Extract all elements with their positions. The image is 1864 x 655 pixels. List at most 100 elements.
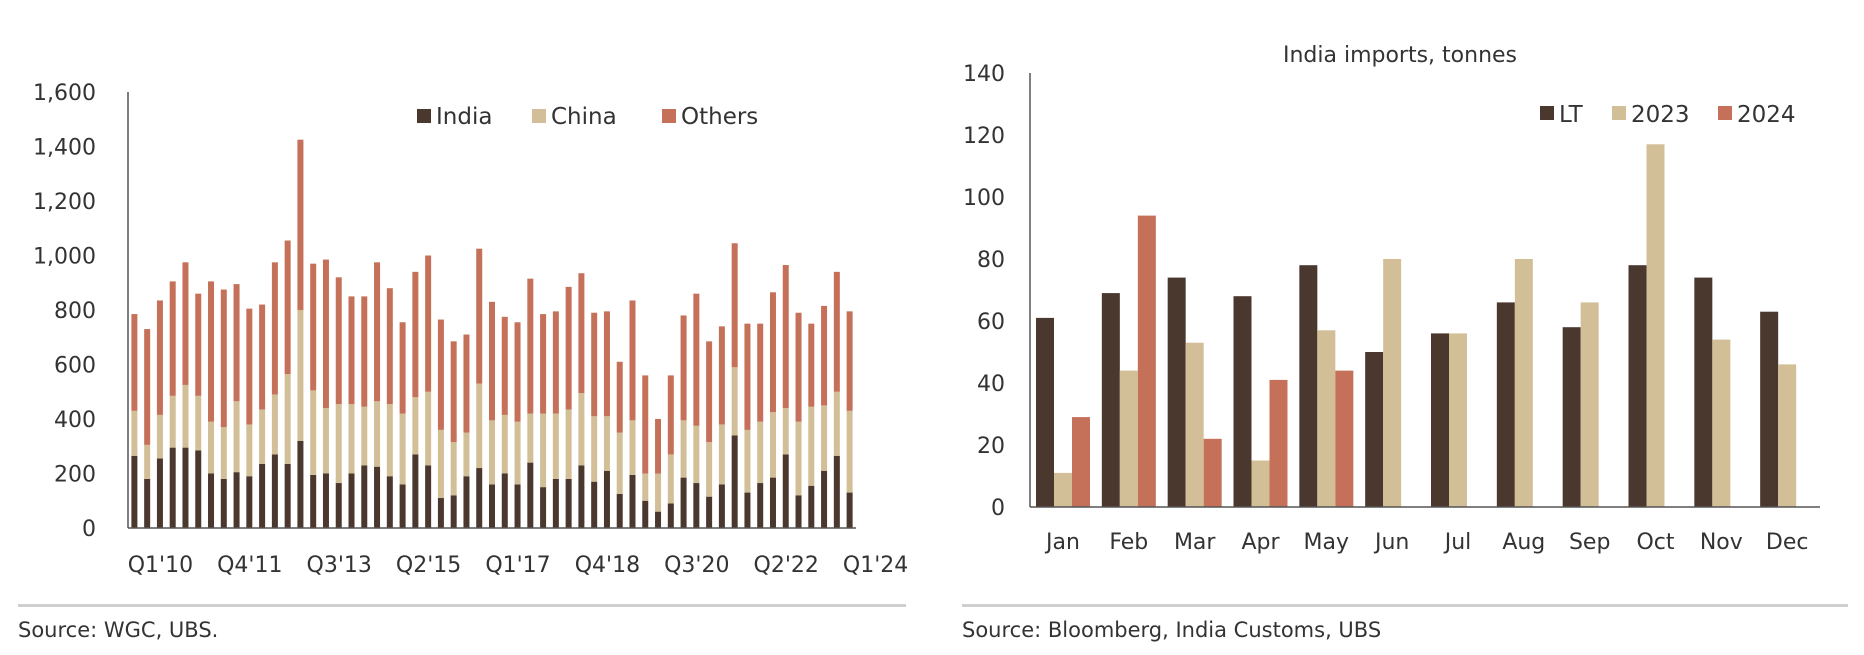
bar-2023-oct [1646,144,1665,508]
bar-lt-may [1299,265,1318,507]
bar-others-55 [833,271,840,392]
bar-india-7 [220,478,227,528]
bar-india-21 [399,484,406,528]
bar-2023-jun [1383,259,1402,507]
bar-china-34 [565,409,572,479]
bar-2023-apr [1251,460,1270,507]
bar-china-15 [322,408,329,474]
right-y-tick-label: 100 [963,186,1005,211]
bar-china-43 [680,420,687,478]
bar-others-16 [335,277,342,405]
bar-lt-mar [1167,277,1186,507]
bar-others-18 [361,296,368,407]
right-x-tick-label: Nov [1700,530,1743,555]
right-x-tick-label: Jun [1373,530,1409,555]
bar-china-29 [501,414,508,474]
bar-lt-jun [1365,352,1384,507]
bar-others-56 [846,311,853,411]
left-x-tick-label: Q4'18 [575,553,640,578]
right-x-tick-label: Jul [1443,530,1472,555]
bar-2023-sep [1580,302,1599,507]
bar-others-49 [757,323,764,422]
bar-others-53 [808,323,815,407]
bar-others-29 [501,316,508,415]
bar-india-55 [833,455,840,528]
bar-china-52 [795,421,802,496]
right-x-tick-label: Sep [1569,530,1610,555]
legend-label-china: China [551,104,617,130]
left-y-tick-label: 1,000 [33,245,96,270]
bar-others-35 [578,273,585,394]
right-y-tick-labels: 0 20 40 60 80 100 120 140 [963,62,1005,521]
legend-label-2024: 2024 [1737,102,1796,128]
bar-2023-aug [1514,259,1533,507]
bar-china-40 [642,473,649,501]
bar-india-47 [731,435,738,528]
right-x-tick-label: Mar [1174,530,1216,555]
bar-china-27 [476,383,483,469]
bar-others-3 [169,281,176,396]
bar-others-38 [616,361,623,433]
bar-china-16 [335,404,342,484]
bar-others-42 [667,375,674,455]
bar-india-54 [821,470,828,528]
bar-china-55 [833,391,840,456]
bar-china-18 [361,406,368,466]
bar-others-50 [769,292,776,413]
bar-others-5 [195,293,202,396]
bar-others-52 [795,312,802,422]
bar-india-2 [156,458,163,528]
bar-others-1 [144,329,151,445]
bar-china-30 [514,421,521,485]
bar-2023-feb [1119,370,1138,507]
bar-lt-jan [1036,317,1054,507]
bar-2024-may [1335,370,1354,507]
bar-others-26 [463,334,470,433]
bar-china-11 [271,394,278,455]
bar-india-20 [386,476,393,528]
bar-2023-jan [1054,472,1072,507]
bar-india-38 [616,493,623,528]
bar-china-46 [718,424,725,485]
bar-india-46 [718,484,725,528]
bar-others-36 [591,312,598,417]
bar-lt-dec [1760,311,1779,507]
bar-others-41 [655,419,662,474]
grouped-bars [1036,144,1797,508]
bar-others-21 [399,322,406,414]
bar-china-39 [629,420,636,475]
bar-lt-apr [1233,296,1252,507]
bar-india-31 [527,462,534,528]
bar-india-5 [195,450,202,528]
bar-india-30 [514,484,521,528]
bar-others-51 [782,265,789,409]
bar-others-2 [156,300,163,415]
bar-others-48 [744,323,751,430]
bar-lt-sep [1562,327,1581,507]
left-x-tick-label: Q4'11 [217,553,282,578]
right-x-tick-label: Jan [1044,530,1080,555]
right-y-tick-label: 60 [977,310,1005,335]
bar-china-45 [706,442,713,497]
bar-lt-nov [1694,277,1713,507]
grouped-bar-chart: India imports, tonnes 0 20 40 60 80 100 120 140… [963,43,1820,555]
bar-china-42 [667,454,674,504]
bar-china-41 [655,473,662,512]
bar-china-36 [591,416,598,482]
bar-others-43 [680,315,687,421]
bar-india-50 [769,477,776,528]
bar-china-53 [808,406,815,486]
bar-india-25 [450,495,457,528]
bar-china-24 [437,429,444,499]
bar-india-42 [667,503,674,529]
bar-china-54 [821,405,828,471]
bar-others-4 [182,262,189,385]
bar-china-10 [259,409,266,464]
bar-india-44 [693,483,700,528]
legend-label-2023: 2023 [1631,102,1690,128]
bar-india-52 [795,495,802,528]
left-y-tick-labels: 0 200 400 600 800 1,000 1,200 1,400 1,600 [33,81,96,542]
bar-india-16 [335,483,342,528]
bar-india-56 [846,492,853,528]
legend-swatch-lt [1540,106,1554,120]
